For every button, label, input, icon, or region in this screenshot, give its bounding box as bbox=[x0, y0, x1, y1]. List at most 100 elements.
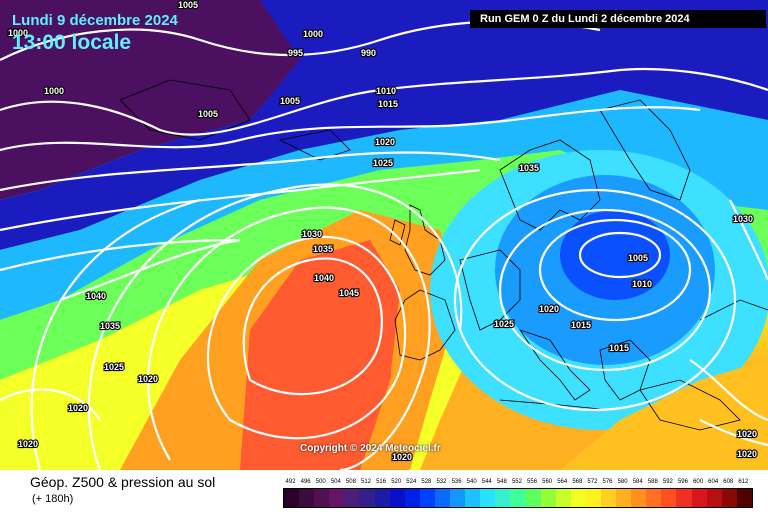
legend-tick-label: 600 bbox=[693, 479, 704, 485]
legend-tick-label: 580 bbox=[617, 479, 628, 485]
isobar-label: 1000 bbox=[8, 28, 28, 38]
legend-swatch bbox=[434, 489, 451, 507]
forecast-lead-time: (+ 180h) bbox=[32, 493, 74, 505]
legend-tick-label: 536 bbox=[451, 479, 462, 485]
isobar-label: 1015 bbox=[609, 343, 629, 353]
isobar-label: 1025 bbox=[104, 362, 124, 372]
legend-tick-label: 532 bbox=[436, 479, 447, 485]
isobar-label: 1000 bbox=[303, 29, 323, 39]
isobar-label: 1020 bbox=[68, 403, 88, 413]
field-title: Géop. Z500 & pression au sol bbox=[30, 474, 216, 490]
legend-tick-label: 504 bbox=[330, 479, 341, 485]
isobar-label: 1005 bbox=[198, 109, 218, 119]
isobar-labels: 1005 1000 1000 995 990 1000 1005 1005 10… bbox=[7, 0, 758, 463]
legend-swatch bbox=[646, 489, 662, 507]
isobar-label: 1015 bbox=[378, 99, 398, 109]
legend-swatch bbox=[314, 489, 330, 507]
legend-swatch bbox=[600, 489, 617, 507]
legend-tick-label: 556 bbox=[527, 479, 538, 485]
isobar-label: 1020 bbox=[375, 137, 395, 147]
legend-tick-label: 528 bbox=[421, 479, 432, 485]
legend-swatch bbox=[540, 489, 556, 507]
legend-swatch bbox=[570, 489, 586, 507]
legend-swatch bbox=[419, 489, 435, 507]
legend-swatch bbox=[284, 489, 300, 507]
legend-swatch bbox=[510, 489, 526, 507]
isobar-label: 1020 bbox=[18, 439, 38, 449]
legend-swatch bbox=[525, 489, 541, 507]
legend-tick-label: 568 bbox=[572, 479, 583, 485]
legend-tick-label: 540 bbox=[466, 479, 477, 485]
legend-tick-label: 588 bbox=[647, 479, 658, 485]
isobar-label: 1040 bbox=[86, 291, 106, 301]
isobar-label: 1040 bbox=[314, 273, 334, 283]
legend-tick-label: 596 bbox=[677, 479, 688, 485]
legend-tick-label: 508 bbox=[345, 479, 356, 485]
legend-swatch bbox=[631, 489, 647, 507]
southeast-warm-band bbox=[560, 360, 768, 470]
isobar-label: 1005 bbox=[628, 253, 648, 263]
model-run-label: Run GEM 0 Z du Lundi 2 décembre 2024 bbox=[470, 10, 766, 28]
color-legend bbox=[283, 488, 753, 508]
legend-tick-label: 548 bbox=[496, 479, 507, 485]
legend-tick-label: 612 bbox=[738, 479, 749, 485]
legend-swatch bbox=[404, 489, 420, 507]
isobar-label: 1025 bbox=[494, 319, 514, 329]
isobar-label: 1000 bbox=[44, 86, 64, 96]
legend-tick-label: 516 bbox=[376, 479, 387, 485]
legend-swatch bbox=[465, 489, 481, 507]
legend-swatch bbox=[450, 489, 466, 507]
legend-swatch bbox=[691, 489, 707, 507]
isobar-label: 1020 bbox=[737, 449, 757, 459]
legend-tick-labels: 492 496 500 504 508 512 516 520 524 528 532 536 540 5… bbox=[283, 477, 751, 487]
legend-swatch bbox=[661, 489, 677, 507]
legend-tick-label: 564 bbox=[557, 479, 568, 485]
legend-swatch bbox=[616, 489, 632, 507]
isobar-label: 990 bbox=[361, 48, 376, 58]
isobar-label: 1035 bbox=[313, 244, 333, 254]
legend-swatch bbox=[480, 489, 496, 507]
trough-core bbox=[560, 210, 670, 300]
legend-tick-label: 584 bbox=[632, 479, 643, 485]
legend-tick-label: 492 bbox=[285, 479, 296, 485]
legend-swatch bbox=[329, 489, 345, 507]
legend-tick-label: 592 bbox=[662, 479, 673, 485]
legend-swatch bbox=[359, 489, 375, 507]
legend-tick-label: 572 bbox=[587, 479, 598, 485]
isobar-label: 1035 bbox=[519, 163, 539, 173]
isobar-lines bbox=[0, 20, 768, 470]
isobar-label: 1005 bbox=[280, 96, 300, 106]
legend-swatch bbox=[721, 489, 737, 507]
isobar-label: 1030 bbox=[733, 214, 753, 224]
forecast-date: Lundi 9 décembre 2024 bbox=[12, 12, 178, 29]
isobar-label: 1005 bbox=[178, 0, 198, 10]
legend-tick-label: 608 bbox=[723, 479, 734, 485]
forecast-time: 13:00 locale bbox=[12, 31, 132, 54]
legend-tick-label: 560 bbox=[542, 479, 553, 485]
legend-swatch bbox=[736, 489, 752, 507]
legend-tick-label: 524 bbox=[406, 479, 417, 485]
polar-vortex-region bbox=[0, 0, 300, 200]
north-blue-band bbox=[0, 0, 768, 250]
legend-tick-label: 544 bbox=[481, 479, 492, 485]
legend-swatch bbox=[555, 489, 571, 507]
isobar-label: 1010 bbox=[376, 86, 396, 96]
ridge-core bbox=[240, 240, 400, 470]
legend-swatch bbox=[299, 489, 315, 507]
legend-swatch bbox=[706, 489, 722, 507]
legend-swatch bbox=[585, 489, 601, 507]
legend-tick-label: 520 bbox=[391, 479, 402, 485]
map-footer: Géop. Z500 & pression au sol (+ 180h) 49… bbox=[0, 470, 768, 512]
isobar-label: 1045 bbox=[339, 288, 359, 298]
legend-swatch bbox=[495, 489, 511, 507]
isobar-label: 1025 bbox=[373, 158, 393, 168]
legend-swatch bbox=[389, 489, 405, 507]
isobar-label: 1020 bbox=[737, 429, 757, 439]
legend-tick-label: 500 bbox=[315, 479, 326, 485]
legend-swatch bbox=[676, 489, 692, 507]
legend-tick-label: 576 bbox=[602, 479, 613, 485]
isobar-label: 1020 bbox=[392, 452, 412, 462]
isobar-label: 1010 bbox=[632, 279, 652, 289]
isobar-label: 995 bbox=[288, 48, 303, 58]
